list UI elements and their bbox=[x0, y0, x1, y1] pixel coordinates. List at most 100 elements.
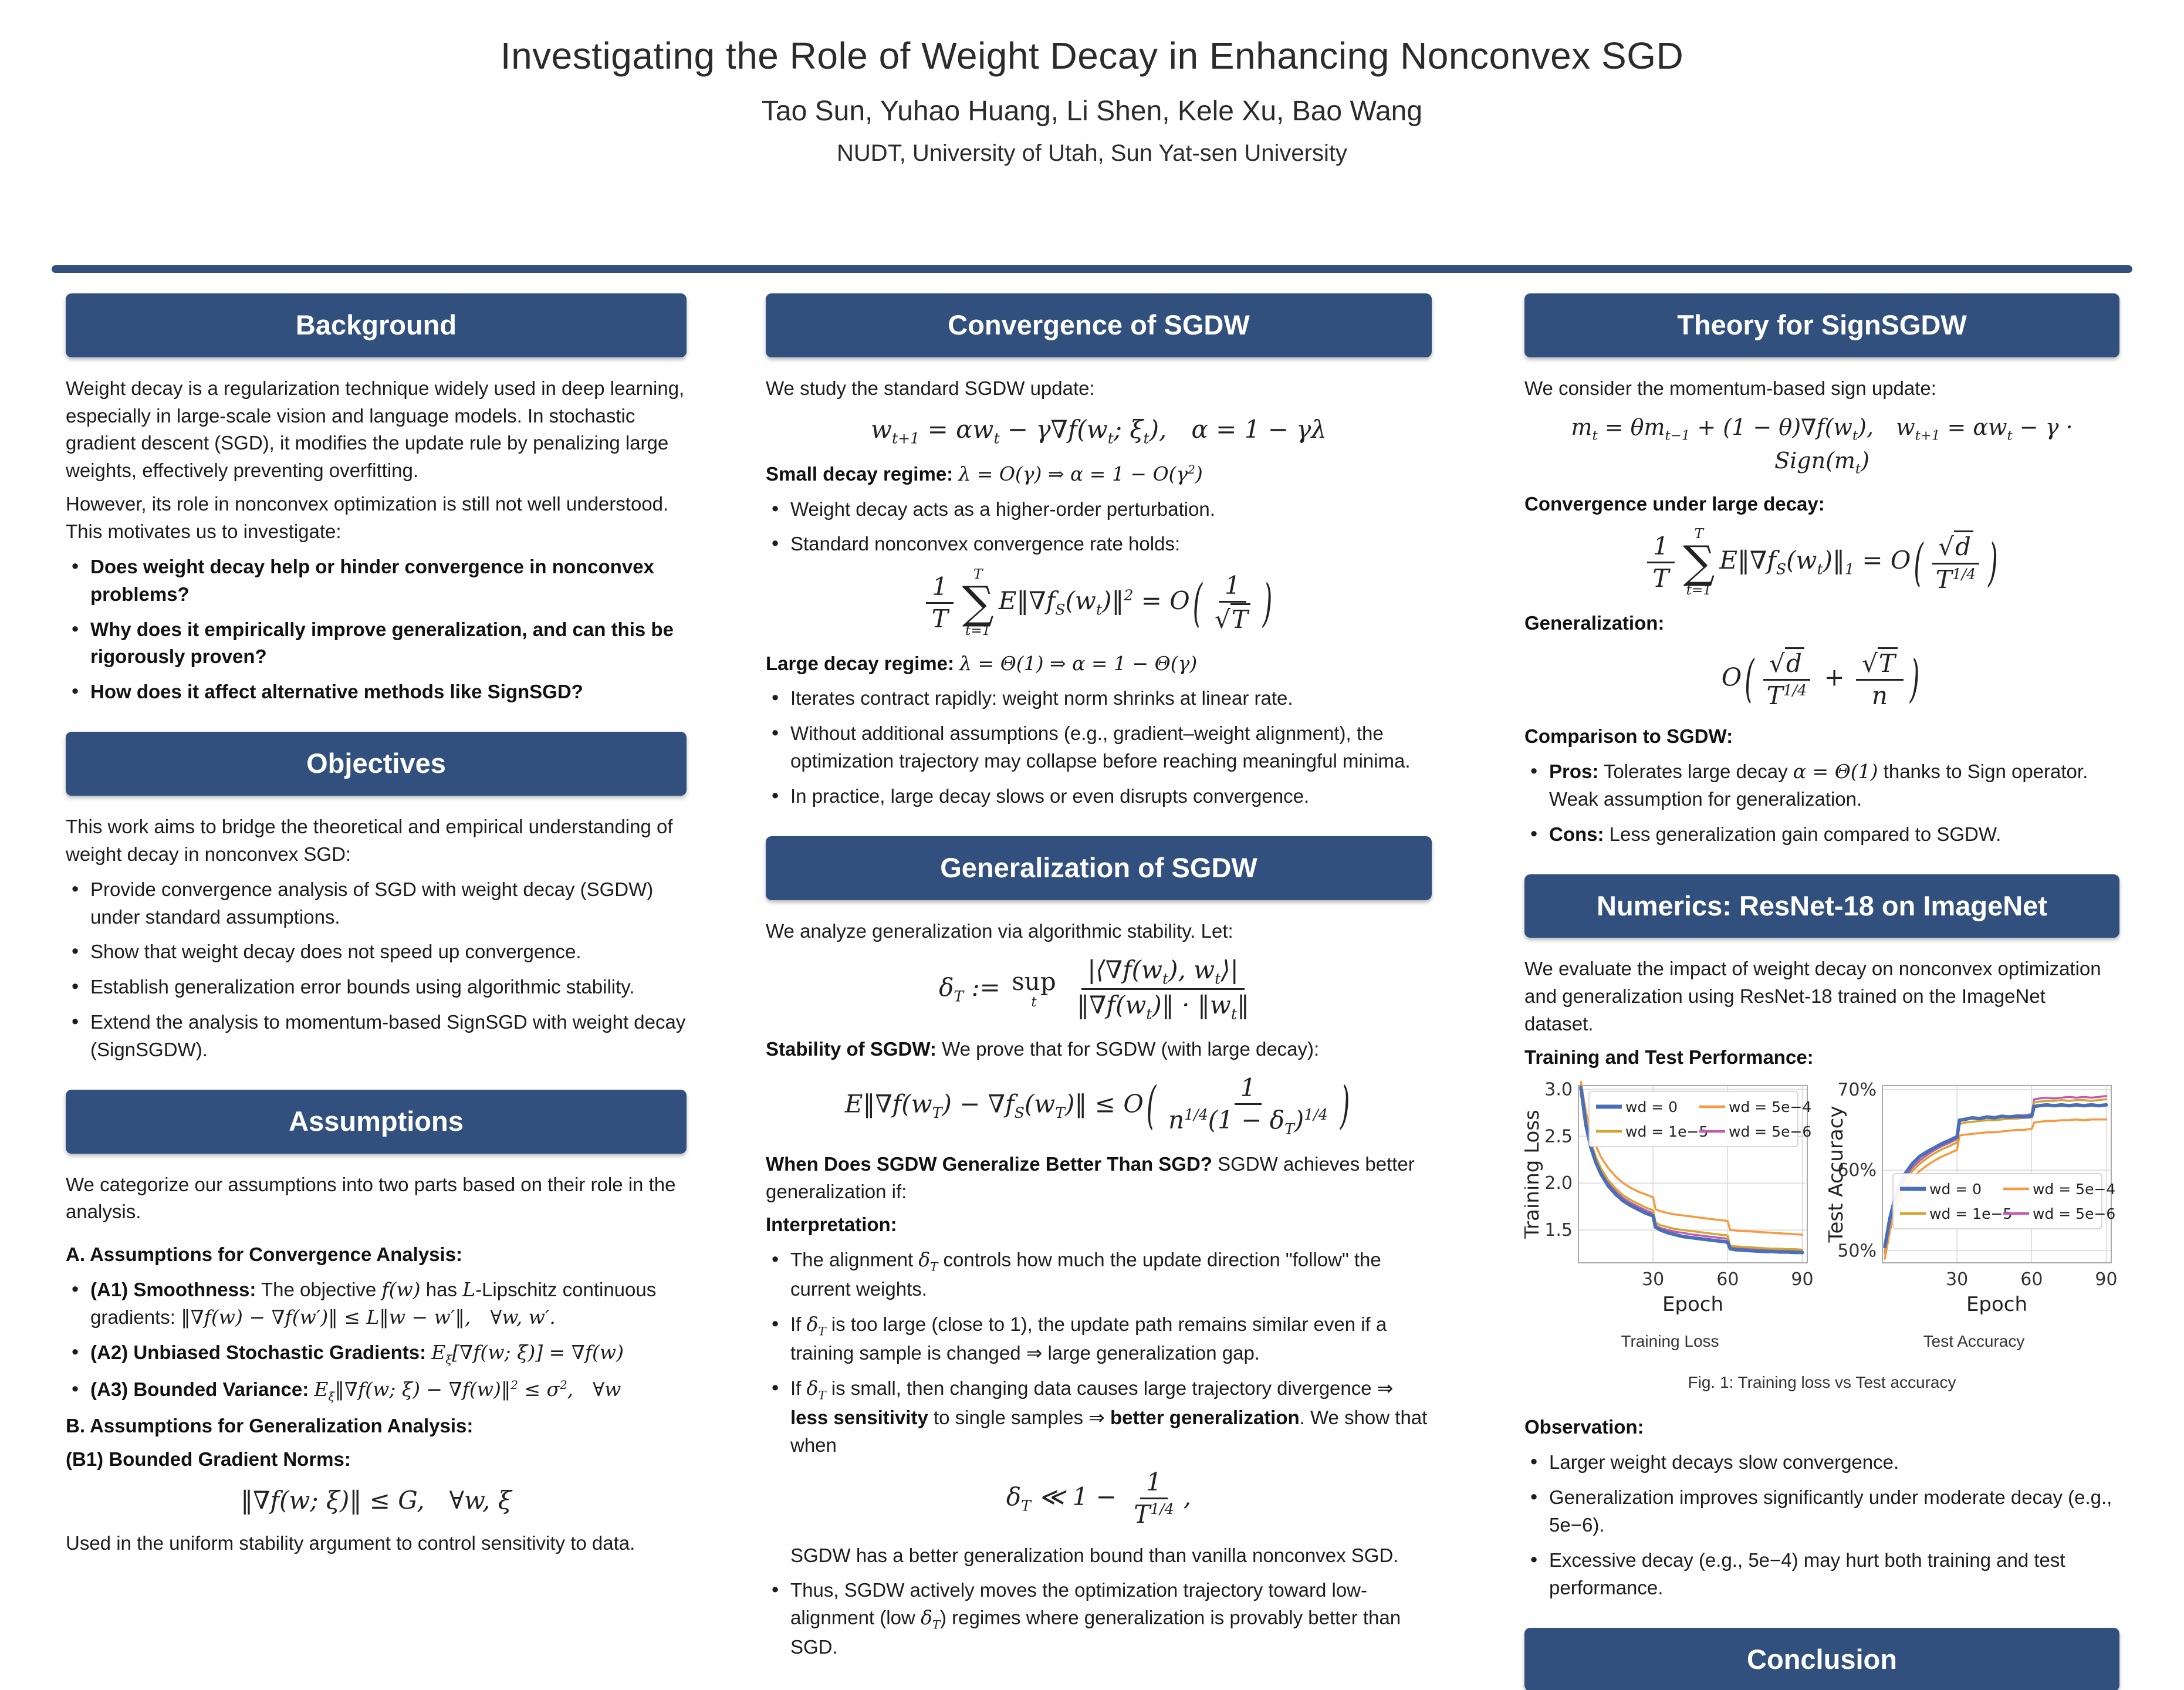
svg-text:wd = 0: wd = 0 bbox=[1625, 1098, 1678, 1116]
svg-text:60: 60 bbox=[1716, 1269, 1739, 1290]
interpretation-bullet-list: The alignment δT controls how much the u… bbox=[766, 1245, 1432, 1459]
numerics-intro: We evaluate the impact of weight decay o… bbox=[1524, 958, 2101, 1035]
performance-label: Training and Test Performance: bbox=[1524, 1046, 1814, 1069]
svg-text:50%: 50% bbox=[1837, 1241, 1877, 1261]
section-numerics: Numerics: ResNet-18 on ImageNet We evalu… bbox=[1524, 874, 2119, 1602]
list-item: (A3) Bounded Variance: Eξ‖∇f(w; ξ) − ∇f(… bbox=[66, 1375, 687, 1405]
svg-text:wd = 5e−4: wd = 5e−4 bbox=[1729, 1098, 1811, 1116]
svg-text:Epoch: Epoch bbox=[1966, 1293, 2027, 1314]
svg-text:30: 30 bbox=[1642, 1269, 1664, 1290]
background-bullet-list: Does weight decay help or hinder converg… bbox=[66, 552, 687, 706]
generalization-intro: We analyze generalization via algorithmi… bbox=[766, 920, 1233, 942]
banner-theory-signsgdw: Theory for SignSGDW bbox=[1524, 293, 2119, 357]
svg-text:60%: 60% bbox=[1837, 1160, 1877, 1181]
sgdw-update-formula: wt+1 = αwt − γ∇f(wt; ξt), α = 1 − γλ bbox=[871, 414, 1327, 447]
list-item: Excessive decay (e.g., 5e−4) may hurt bo… bbox=[1524, 1546, 2119, 1602]
svg-text:wd = 5e−6: wd = 5e−6 bbox=[1729, 1123, 1811, 1140]
background-paragraph-1: Weight decay is a regularization techniq… bbox=[66, 377, 685, 482]
stability-bound-formula: E‖∇f(wT) − ∇fS(wT)‖ ≤ O(1 n1/4(1 − δT)1/4… bbox=[844, 1073, 1350, 1138]
list-item: Iterates contract rapidly: weight norm s… bbox=[766, 684, 1432, 712]
background-paragraph-2: However, its role in nonconvex optimizat… bbox=[66, 493, 669, 543]
list-item: The alignment δT controls how much the u… bbox=[766, 1245, 1432, 1303]
large-decay-label: Large decay regime: λ = Θ(1) ⇒ α = 1 − Θ… bbox=[766, 651, 1198, 675]
column-left: Background Weight decay is a regularizat… bbox=[66, 293, 687, 1563]
convergence-rate-formula: 1 T T ∑ t=1 E‖∇fS(wt)‖2 = O(1 √ T) bbox=[766, 567, 1432, 638]
assumptions-outro: Used in the uniform stability argument t… bbox=[66, 1532, 635, 1554]
list-item: Weight decay acts as a higher-order pert… bbox=[766, 495, 1432, 523]
stability-label: Stability of SGDW: We prove that for SGD… bbox=[766, 1037, 1320, 1060]
list-item: Show that weight decay does not speed up… bbox=[66, 937, 687, 966]
figure-1: 30 60 90 1.5 2.0 2.5 3.0 Epoch Training Loss wd =… bbox=[1524, 1079, 2119, 1353]
column-middle: Convergence of SGDW We study the standar… bbox=[766, 293, 1432, 1669]
convergence-intro: We study the standard SGDW update: bbox=[766, 377, 1095, 399]
section-generalization-sgdw: Generalization of SGDW We analyze genera… bbox=[766, 836, 1432, 1661]
list-item: Larger weight decays slow convergence. bbox=[1524, 1448, 2119, 1476]
assumptions-list-a: (A1) Smoothness: The objective f(w) has … bbox=[66, 1275, 687, 1405]
assumptions-heading-a: A. Assumptions for Convergence Analysis: bbox=[66, 1243, 463, 1266]
svg-text:90: 90 bbox=[2095, 1269, 2117, 1290]
training-loss-caption: Training Loss bbox=[1621, 1331, 1719, 1350]
list-item: How does it affect alternative methods l… bbox=[66, 677, 687, 706]
signsgdw-update-formula: mt = θmt−1 + (1 − θ)∇f(wt), wt+1 = αwt −… bbox=[1571, 414, 2073, 477]
list-item: Provide convergence analysis of SGD with… bbox=[66, 875, 687, 931]
condition-continuation: SGDW has a better generalization bound t… bbox=[790, 1544, 1399, 1566]
training-loss-plot: 30 60 90 1.5 2.0 2.5 3.0 Epoch Training Loss wd =… bbox=[1524, 1079, 1816, 1314]
svg-text:wd = 1e−5: wd = 1e−5 bbox=[1625, 1123, 1708, 1140]
list-item: Pros: Tolerates large decay α = Θ(1) tha… bbox=[1524, 757, 2119, 813]
svg-text:30: 30 bbox=[1946, 1269, 1968, 1290]
list-item: Does weight decay help or hinder converg… bbox=[66, 552, 687, 609]
conclusion-bullet-list-mid: Thus, SGDW actively moves the optimizati… bbox=[766, 1576, 1432, 1661]
poster-affiliations: NUDT, University of Utah, Sun Yat-sen Un… bbox=[837, 140, 1347, 166]
comparison-bullet-list: Pros: Tolerates large decay α = Θ(1) tha… bbox=[1524, 757, 2119, 849]
alignment-condition-formula: δT ≪ 1 − 1 T1/4, bbox=[1006, 1467, 1192, 1529]
signsgdw-generalization-label: Generalization: bbox=[1524, 611, 1665, 634]
column-right: Theory for SignSGDW We consider the mome… bbox=[1524, 293, 2119, 1690]
list-item: Extend the analysis to momentum-based Si… bbox=[66, 1008, 687, 1064]
banner-numerics: Numerics: ResNet-18 on ImageNet bbox=[1524, 874, 2119, 938]
banner-objectives: Objectives bbox=[66, 732, 687, 796]
comparison-label: Comparison to SGDW: bbox=[1524, 725, 1733, 748]
signsgdw-convergence-formula: 1 T T ∑ t=1 E‖∇fS(wt)‖1 = O(√ d T1/4) bbox=[1524, 527, 2119, 598]
observation-label: Observation: bbox=[1524, 1416, 1644, 1438]
list-item: Establish generalization error bounds us… bbox=[66, 972, 687, 1001]
list-item: Without additional assumptions (e.g., gr… bbox=[766, 719, 1432, 775]
header-divider bbox=[52, 265, 2132, 273]
test-accuracy-chart: 30 60 90 50% 60% 70% Epoch Test Accuracy wd = 0 w… bbox=[1828, 1079, 2119, 1353]
test-accuracy-plot: 30 60 90 50% 60% 70% Epoch Test Accuracy wd = 0 w… bbox=[1828, 1079, 2119, 1314]
list-item: Thus, SGDW actively moves the optimizati… bbox=[766, 1576, 1432, 1661]
assumptions-heading-b: B. Assumptions for Generalization Analys… bbox=[66, 1415, 474, 1437]
svg-text:60: 60 bbox=[2020, 1269, 2043, 1290]
assumptions-heading-b1: (B1) Bounded Gradient Norms: bbox=[66, 1448, 351, 1471]
section-assumptions: Assumptions We categorize our assumption… bbox=[66, 1089, 687, 1557]
list-item: (A1) Smoothness: The objective f(w) has … bbox=[66, 1275, 687, 1331]
test-accuracy-caption: Test Accuracy bbox=[1923, 1331, 2025, 1350]
svg-text:2.5: 2.5 bbox=[1544, 1126, 1573, 1147]
svg-text:1.5: 1.5 bbox=[1544, 1220, 1573, 1241]
objectives-bullet-list: Provide convergence analysis of SGD with… bbox=[66, 875, 687, 1064]
banner-background: Background bbox=[66, 293, 687, 357]
list-item: If δT is too large (close to 1), the upd… bbox=[766, 1310, 1432, 1368]
banner-conclusion: Conclusion bbox=[1524, 1627, 2119, 1690]
poster-header: Investigating the Role of Weight Decay i… bbox=[0, 34, 2184, 167]
svg-text:Training Loss: Training Loss bbox=[1524, 1110, 1544, 1239]
banner-convergence-sgdw: Convergence of SGDW bbox=[766, 293, 1432, 357]
svg-text:2.0: 2.0 bbox=[1544, 1173, 1573, 1194]
section-convergence-sgdw: Convergence of SGDW We study the standar… bbox=[766, 293, 1432, 810]
section-background: Background Weight decay is a regularizat… bbox=[66, 293, 687, 706]
banner-generalization-sgdw: Generalization of SGDW bbox=[766, 836, 1432, 900]
poster-authors: Tao Sun, Yuhao Huang, Li Shen, Kele Xu, … bbox=[761, 96, 1423, 127]
alignment-delta-formula: δT := sup t |⟨∇f(wt), wt⟩| ‖∇f(wt)‖ · ‖wt‖ bbox=[939, 955, 1249, 1023]
list-item: Why does it empirically improve generali… bbox=[66, 615, 687, 671]
objectives-intro: This work aims to bridge the theoretical… bbox=[66, 815, 673, 865]
small-decay-label: Small decay regime: λ = O(γ) ⇒ α = 1 − O… bbox=[766, 462, 1203, 485]
figure-caption: Fig. 1: Training loss vs Test accuracy bbox=[1688, 1373, 1956, 1391]
list-item: Cons: Less generalization gain compared … bbox=[1524, 820, 2119, 849]
signsgdw-convergence-label: Convergence under large decay: bbox=[1524, 492, 1825, 515]
section-objectives: Objectives This work aims to bridge the … bbox=[66, 732, 687, 1064]
small-decay-bullet-list: Weight decay acts as a higher-order pert… bbox=[766, 495, 1432, 559]
svg-text:Epoch: Epoch bbox=[1662, 1293, 1723, 1314]
poster-title: Investigating the Role of Weight Decay i… bbox=[500, 35, 1684, 77]
